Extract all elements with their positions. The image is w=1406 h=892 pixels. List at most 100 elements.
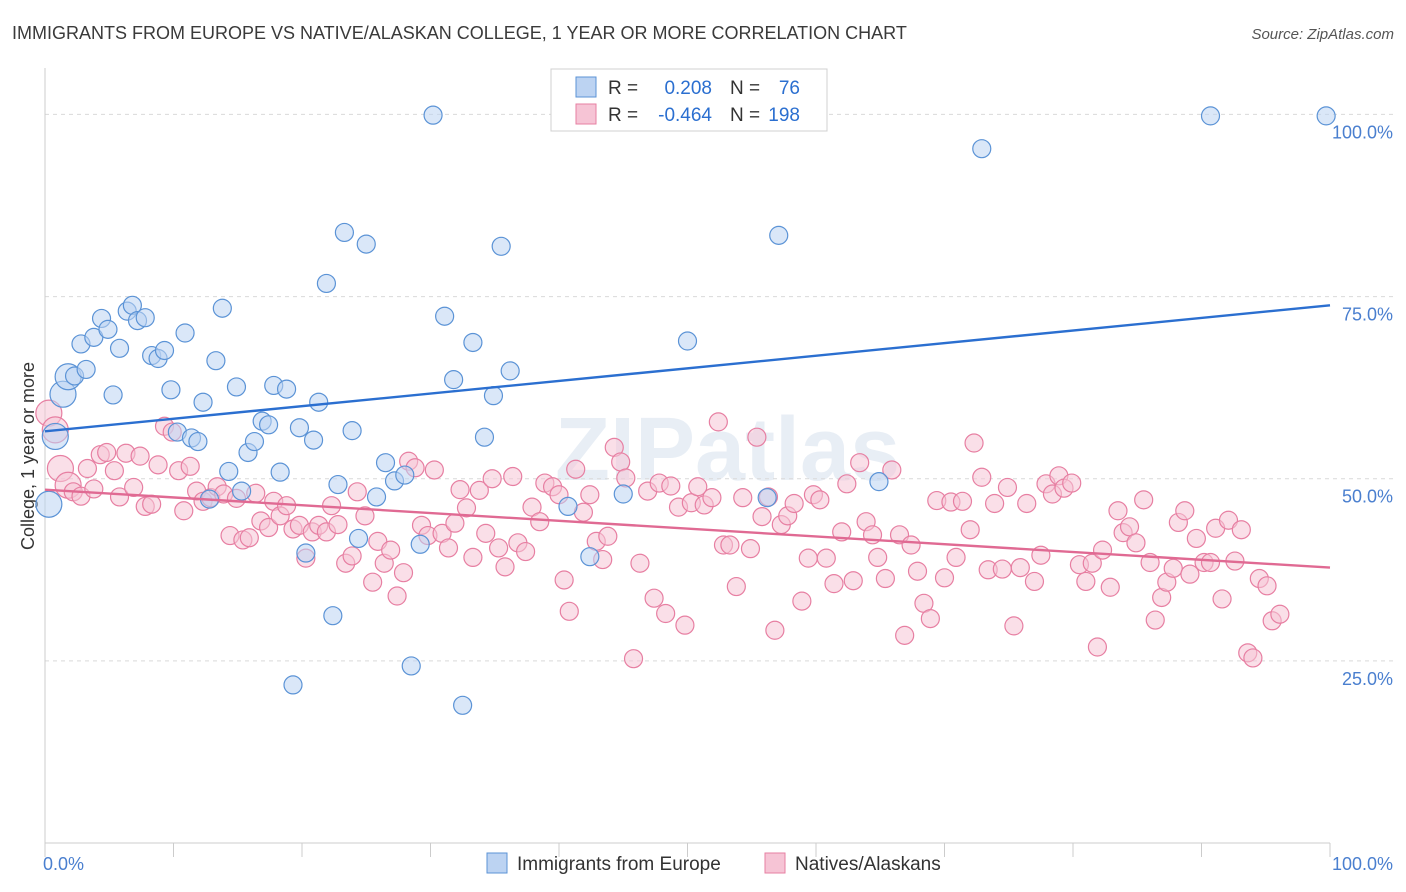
point-europe-61	[474, 427, 495, 447]
point-natives-163	[1087, 637, 1108, 657]
point-europe-41	[303, 430, 324, 450]
point-natives-22	[180, 456, 200, 476]
point-natives-131	[882, 460, 902, 480]
chart-source: Source: ZipAtlas.com	[1251, 26, 1394, 43]
point-natives-111	[752, 506, 772, 527]
point-europe-9	[98, 319, 118, 339]
point-natives-147	[985, 493, 1005, 514]
point-europe-69	[757, 488, 777, 508]
point-natives-106	[720, 535, 740, 555]
point-europe-48	[348, 528, 369, 549]
point-europe-56	[423, 105, 443, 125]
series-legend-swatch-natives	[764, 852, 786, 874]
point-europe-58	[444, 370, 464, 390]
y-axis-label: College, 1 year or more	[18, 362, 38, 550]
point-europe-53	[395, 465, 415, 485]
series-legend-label-europe: Immigrants from Europe	[517, 854, 721, 875]
point-natives-47	[342, 546, 362, 566]
point-natives-130	[875, 568, 895, 589]
point-natives-137	[920, 608, 940, 629]
point-natives-87	[598, 526, 618, 546]
point-natives-76	[530, 512, 550, 532]
legend-swatch-pink	[575, 103, 597, 125]
point-europe-67	[613, 484, 633, 504]
point-europe-70	[769, 225, 789, 245]
point-natives-21	[174, 501, 194, 521]
point-europe-37	[276, 379, 297, 399]
point-natives-65	[456, 498, 477, 518]
point-natives-48	[347, 482, 367, 502]
point-europe-71	[869, 472, 889, 492]
point-natives-165	[1100, 577, 1120, 597]
point-natives-168	[1119, 517, 1140, 537]
point-europe-0	[35, 490, 63, 518]
point-natives-10	[104, 461, 124, 481]
point-europe-40	[296, 543, 316, 563]
point-natives-116	[784, 493, 804, 514]
point-natives-6	[77, 458, 98, 479]
point-natives-84	[580, 485, 600, 505]
point-natives-7	[84, 479, 104, 499]
legend-r-value-blue: 0.208	[664, 78, 712, 99]
point-natives-72	[503, 466, 523, 487]
point-europe-1	[41, 422, 69, 451]
legend-n-label: N =	[730, 78, 760, 99]
point-natives-91	[623, 649, 644, 669]
point-europe-49	[356, 234, 376, 254]
point-natives-135	[907, 561, 928, 581]
point-natives-67	[469, 480, 489, 500]
series-legend: Immigrants from Europe Natives/Alaskans	[486, 852, 941, 875]
point-europe-47	[342, 421, 362, 441]
point-natives-153	[1024, 571, 1045, 592]
point-natives-54	[387, 586, 407, 606]
point-natives-11	[109, 487, 130, 507]
point-natives-121	[816, 548, 836, 568]
point-natives-49	[355, 506, 375, 526]
point-natives-139	[934, 568, 955, 588]
point-natives-133	[895, 625, 915, 645]
point-natives-96	[656, 603, 676, 624]
point-natives-179	[1186, 528, 1206, 549]
point-natives-164	[1092, 540, 1113, 560]
point-europe-11	[109, 338, 130, 358]
point-natives-16	[142, 494, 162, 514]
point-natives-124	[837, 474, 857, 494]
point-natives-184	[1218, 510, 1239, 530]
point-natives-71	[495, 557, 515, 577]
y-tick-label-2: 75.0%	[1342, 305, 1393, 325]
point-natives-103	[702, 488, 722, 508]
legend-r-label: R =	[608, 78, 638, 99]
point-europe-18	[154, 340, 175, 361]
point-europe-15	[135, 308, 155, 328]
stats-legend-box	[550, 68, 828, 132]
point-europe-43	[316, 273, 337, 294]
point-europe-10	[103, 385, 123, 405]
point-natives-94	[644, 588, 664, 608]
point-europe-51	[375, 453, 396, 473]
point-europe-73	[1200, 106, 1221, 126]
point-europe-64	[500, 361, 520, 381]
point-natives-141	[946, 547, 966, 568]
point-europe-27	[212, 298, 232, 318]
legend-n-value-blue: 76	[779, 78, 800, 99]
trend-line-europe	[44, 304, 1331, 433]
point-europe-57	[435, 306, 455, 326]
trend-lines	[44, 304, 1331, 569]
point-europe-55	[410, 534, 430, 554]
x-tick-label-0: 0.0%	[43, 854, 84, 874]
legend-r-label-2: R =	[608, 105, 638, 126]
point-natives-125	[843, 571, 863, 591]
point-natives-151	[1010, 557, 1030, 578]
point-natives-104	[708, 412, 728, 432]
point-natives-108	[733, 488, 753, 508]
point-natives-117	[792, 591, 812, 611]
point-natives-149	[997, 477, 1018, 498]
trend-line-natives	[44, 488, 1331, 569]
point-europe-29	[226, 377, 247, 397]
point-natives-170	[1134, 490, 1154, 510]
point-natives-144	[964, 433, 984, 453]
point-natives-150	[1004, 616, 1024, 636]
point-natives-192	[1270, 604, 1290, 624]
point-natives-64	[450, 480, 470, 500]
